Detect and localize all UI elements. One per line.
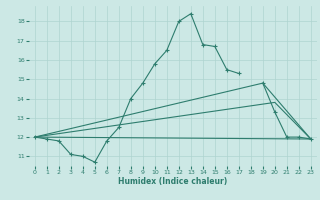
X-axis label: Humidex (Indice chaleur): Humidex (Indice chaleur)	[118, 177, 228, 186]
